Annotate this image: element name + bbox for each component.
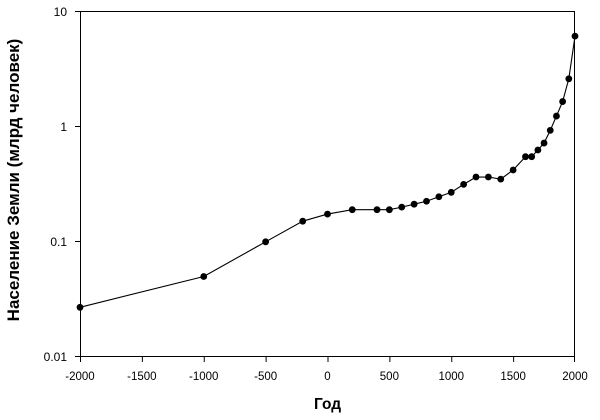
- svg-text:1: 1: [60, 120, 67, 134]
- svg-text:1000: 1000: [438, 371, 464, 383]
- svg-text:10: 10: [54, 5, 68, 19]
- svg-text:0.1: 0.1: [50, 235, 67, 249]
- svg-text:0.01: 0.01: [44, 350, 68, 364]
- svg-text:-500: -500: [254, 371, 277, 383]
- svg-text:1500: 1500: [500, 371, 526, 383]
- svg-text:500: 500: [380, 371, 399, 383]
- svg-text:0: 0: [324, 371, 330, 383]
- svg-text:-1000: -1000: [189, 371, 218, 383]
- svg-text:-1500: -1500: [127, 371, 156, 383]
- svg-text:-2000: -2000: [65, 371, 94, 383]
- svg-text:2000: 2000: [562, 371, 588, 383]
